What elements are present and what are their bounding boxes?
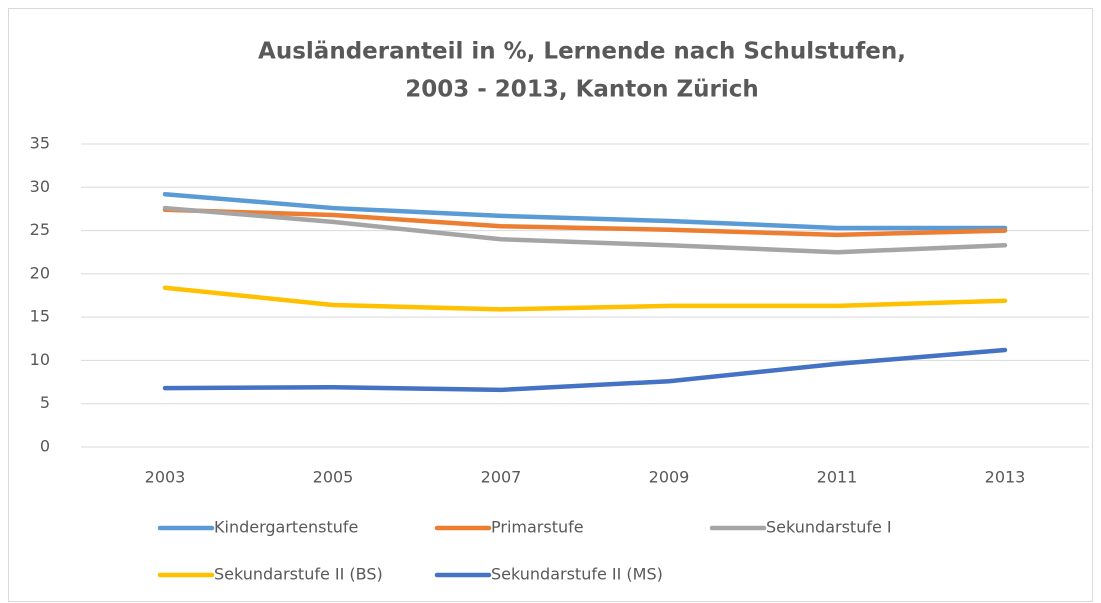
x-tick-label: 2013 (985, 468, 1026, 487)
y-tick-label: 5 (40, 393, 50, 412)
chart-title: 2003 - 2013, Kanton Zürich (405, 77, 759, 103)
legend-label: Primarstufe (491, 518, 584, 537)
x-tick-label: 2003 (145, 468, 186, 487)
y-tick-label: 25 (30, 220, 50, 239)
series-line (162, 285, 1008, 312)
y-tick-label: 30 (30, 177, 50, 196)
series-line (162, 191, 1008, 231)
series-line (162, 347, 1008, 393)
legend-label: Sekundarstufe II (BS) (214, 565, 383, 584)
legend-label: Sekundarstufe II (MS) (491, 565, 663, 584)
y-tick-label: 20 (30, 263, 50, 282)
chart-title: Ausländeranteil in %, Lernende nach Schu… (258, 39, 906, 65)
y-tick-label: 15 (30, 307, 50, 326)
y-tick-label: 35 (30, 134, 50, 153)
series-line (162, 205, 1008, 255)
x-tick-label: 2005 (313, 468, 354, 487)
y-tick-label: 10 (30, 350, 50, 369)
legend-label: Sekundarstufe I (766, 518, 892, 537)
series-line (162, 207, 1008, 238)
y-tick-label: 0 (40, 437, 50, 456)
x-tick-label: 2011 (817, 468, 858, 487)
x-tick-label: 2007 (481, 468, 522, 487)
x-tick-label: 2009 (649, 468, 690, 487)
legend-label: Kindergartenstufe (214, 518, 358, 537)
